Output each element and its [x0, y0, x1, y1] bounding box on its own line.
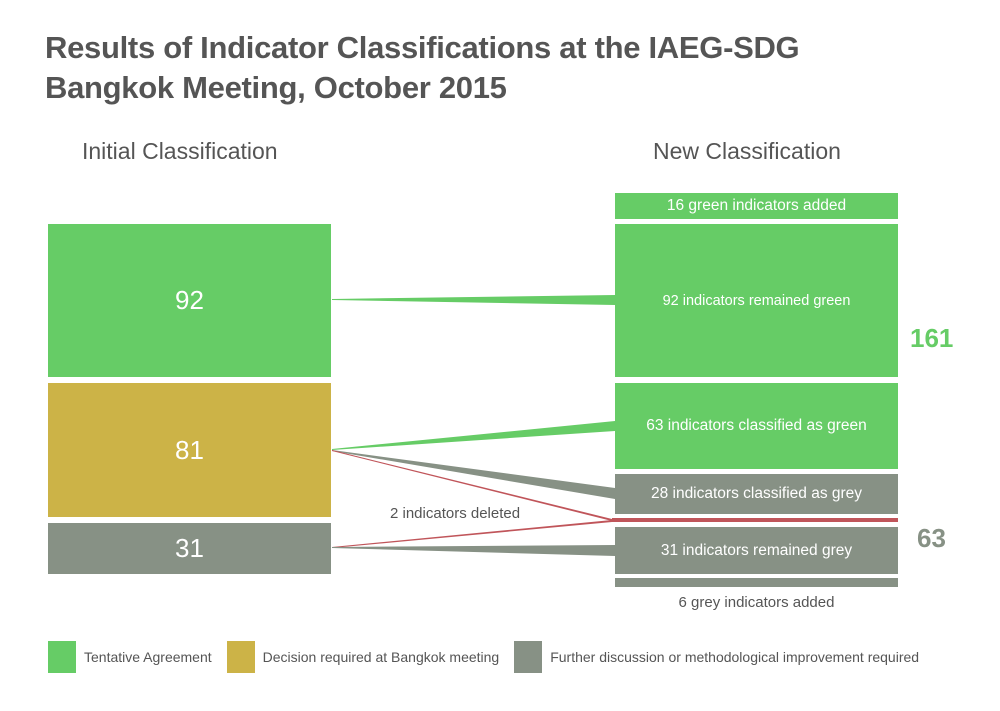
new-grey-added-bar	[615, 578, 898, 587]
new-classification-heading: New Classification	[653, 138, 841, 164]
initial-classification-heading: Initial Classification	[82, 138, 278, 164]
flow-green-remained	[332, 295, 615, 305]
legend-item-further-discussion: Further discussion or methodological imp…	[514, 641, 919, 673]
flow-yellow-to-grey	[332, 450, 615, 499]
legend-swatch-grey	[514, 641, 543, 673]
initial-yellow-box: 81	[48, 383, 331, 517]
initial-yellow-value: 81	[175, 434, 204, 465]
flow-yellow-deleted	[332, 450, 612, 521]
title-line-1: Results of Indicator Classifications at …	[45, 30, 800, 65]
legend: Tentative Agreement Decision required at…	[48, 641, 934, 673]
legend-swatch-green	[48, 641, 76, 673]
green-total: 161	[910, 323, 954, 353]
initial-green-value: 92	[175, 285, 204, 315]
grey-classified-label: 28 indicators classified as grey	[650, 485, 863, 502]
flow-grey-remained	[332, 545, 615, 556]
legend-item-tentative: Tentative Agreement	[48, 641, 212, 673]
initial-grey-box: 31	[48, 523, 331, 574]
new-green-remained-box: 92 indicators remained green	[615, 224, 898, 377]
legend-label: Further discussion or methodological imp…	[550, 649, 920, 665]
green-added-label: 16 green indicators added	[666, 197, 847, 214]
grey-total: 63	[917, 523, 946, 553]
chart-title: Results of Indicator Classifications at …	[45, 28, 945, 108]
legend-label: Tentative Agreement	[84, 649, 212, 665]
deleted-label: 2 indicators deleted	[390, 505, 521, 522]
legend-item-decision: Decision required at Bangkok meeting	[226, 641, 500, 673]
flow-grey-deleted	[332, 520, 612, 548]
legend-swatch-yellow	[226, 641, 255, 673]
new-grey-classified-box: 28 indicators classified as grey	[615, 474, 898, 514]
legend-label: Decision required at Bangkok meeting	[262, 649, 500, 665]
deleted-bar	[612, 518, 898, 522]
new-grey-remained-box: 31 indicators remained grey	[615, 527, 898, 574]
grey-added-label: 6 grey indicators added	[678, 594, 835, 611]
green-classified-label: 63 indicators classified as green	[646, 417, 867, 434]
initial-green-box: 92	[48, 224, 331, 377]
title-line-2: Bangkok Meeting, October 2015	[45, 70, 507, 105]
grey-remained-label: 31 indicators remained grey	[660, 541, 853, 559]
new-green-classified-box: 63 indicators classified as green	[615, 383, 898, 469]
new-green-added-box: 16 green indicators added	[615, 193, 898, 219]
flow-yellow-to-green	[332, 421, 615, 450]
initial-grey-value: 31	[175, 533, 204, 563]
green-remained-label: 92 indicators remained green	[662, 292, 851, 309]
